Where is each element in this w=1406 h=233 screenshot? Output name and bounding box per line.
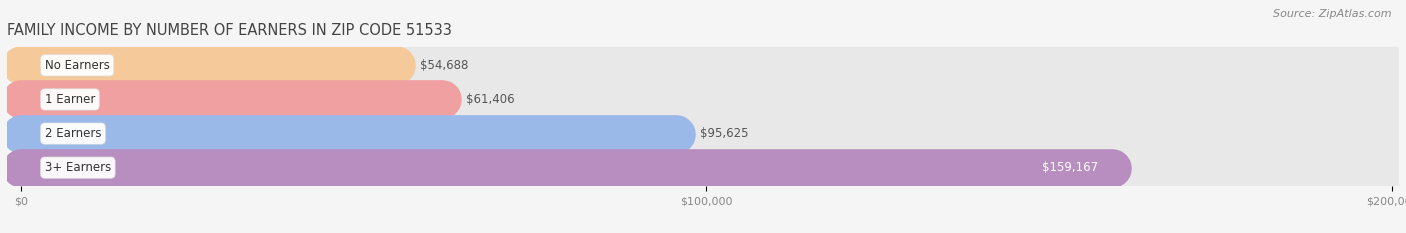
Text: $54,688: $54,688 [420,59,468,72]
Text: No Earners: No Earners [45,59,110,72]
Text: $95,625: $95,625 [700,127,749,140]
Text: 1 Earner: 1 Earner [45,93,96,106]
Text: $159,167: $159,167 [1042,161,1098,174]
Text: Source: ZipAtlas.com: Source: ZipAtlas.com [1274,9,1392,19]
Text: $61,406: $61,406 [465,93,515,106]
Text: 3+ Earners: 3+ Earners [45,161,111,174]
Text: FAMILY INCOME BY NUMBER OF EARNERS IN ZIP CODE 51533: FAMILY INCOME BY NUMBER OF EARNERS IN ZI… [7,24,451,38]
Text: 2 Earners: 2 Earners [45,127,101,140]
